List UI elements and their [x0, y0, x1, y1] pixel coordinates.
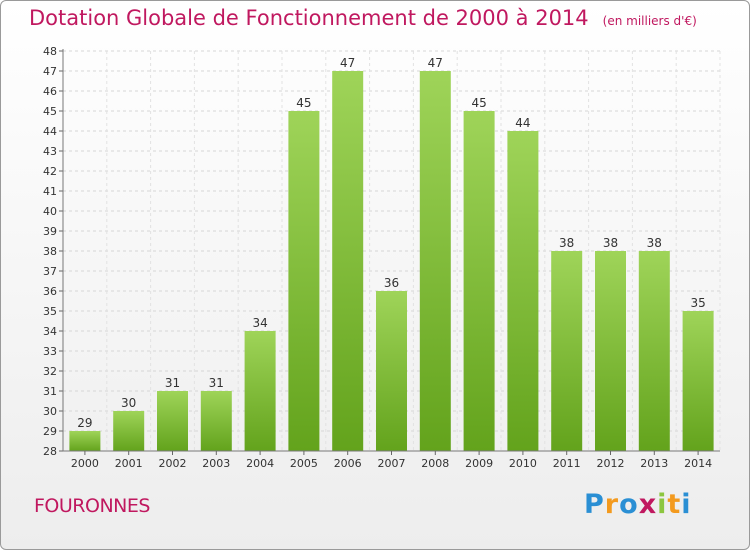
- data-label-2009: 45: [471, 96, 486, 110]
- bar-2014: [682, 311, 714, 451]
- data-label-2008: 47: [428, 56, 443, 70]
- data-label-2004: 34: [252, 316, 267, 330]
- bar-2005: [288, 111, 320, 451]
- y-tick-label: 44: [43, 125, 57, 138]
- x-tick-label-2014: 2014: [684, 457, 712, 470]
- chart-title-block: Dotation Globale de Fonctionnement de 20…: [29, 6, 697, 30]
- y-tick-label: 30: [43, 405, 57, 418]
- x-tick-label-2010: 2010: [509, 457, 537, 470]
- y-tick-label: 36: [43, 285, 57, 298]
- data-label-2014: 35: [690, 296, 705, 310]
- commune-name: FOURONNES: [34, 495, 150, 517]
- bar-2012: [595, 251, 626, 451]
- data-label-2005: 45: [296, 96, 311, 110]
- y-tick-label: 47: [43, 65, 57, 78]
- bar-2003: [200, 391, 232, 451]
- bar-2007: [376, 291, 407, 451]
- y-tick-label: 35: [43, 305, 57, 318]
- logo-letter: P: [584, 489, 605, 520]
- y-tick-label: 34: [43, 325, 57, 338]
- bar-2000: [69, 431, 101, 451]
- x-tick-label-2013: 2013: [640, 457, 668, 470]
- x-tick-label-2004: 2004: [246, 457, 274, 470]
- y-tick-label: 40: [43, 205, 57, 218]
- y-tick-label: 42: [43, 165, 57, 178]
- y-tick-label: 45: [43, 105, 57, 118]
- y-tick-label: 41: [43, 185, 57, 198]
- data-label-2011: 38: [559, 236, 574, 250]
- data-label-2012: 38: [603, 236, 618, 250]
- y-tick-label: 48: [43, 45, 57, 58]
- y-tick-label: 31: [43, 385, 57, 398]
- y-tick-label: 29: [43, 425, 57, 438]
- y-tick-label: 33: [43, 345, 57, 358]
- logo-letter: i: [681, 489, 692, 520]
- x-tick-label-2002: 2002: [159, 457, 187, 470]
- data-label-2013: 38: [647, 236, 662, 250]
- bar-2008: [419, 71, 451, 451]
- data-label-2000: 29: [77, 416, 92, 430]
- logo-letter: i: [657, 489, 668, 520]
- bar-2013: [638, 251, 670, 451]
- x-tick-label-2003: 2003: [202, 457, 230, 470]
- y-tick-label: 37: [43, 265, 57, 278]
- data-label-2007: 36: [384, 276, 399, 290]
- logo-letter: t: [667, 489, 682, 520]
- data-label-2003: 31: [209, 376, 224, 390]
- chart-title: Dotation Globale de Fonctionnement de 20…: [29, 6, 589, 30]
- bar-2006: [332, 71, 364, 451]
- bar-2004: [244, 331, 276, 451]
- y-tick-label: 38: [43, 245, 57, 258]
- bar-2010: [507, 131, 539, 451]
- y-tick-label: 43: [43, 145, 57, 158]
- data-label-2006: 47: [340, 56, 355, 70]
- data-label-2002: 31: [165, 376, 180, 390]
- y-tick-label: 46: [43, 85, 57, 98]
- y-tick-label: 28: [43, 445, 57, 458]
- bar-2002: [157, 391, 188, 451]
- y-tick-label: 39: [43, 225, 57, 238]
- x-tick-label-2001: 2001: [115, 457, 143, 470]
- axis-layer: 28 29 30 31 32 33 34 35 36 37 38 39 40 41 42 43 44 45 46 47…: [43, 45, 720, 470]
- x-tick-label-2011: 2011: [553, 457, 581, 470]
- bar-2009: [463, 111, 495, 451]
- bar-2001: [113, 411, 145, 451]
- x-tick-label-2012: 2012: [597, 457, 625, 470]
- x-tick-label-2006: 2006: [334, 457, 362, 470]
- proxiti-logo: Proxiti: [584, 489, 692, 520]
- y-tick-label: 32: [43, 365, 57, 378]
- chart-unit-note: (en milliers d'€): [602, 14, 697, 28]
- bar-2011: [551, 251, 583, 451]
- bar-layer: [69, 71, 714, 451]
- data-label-2010: 44: [515, 116, 530, 130]
- data-label-2001: 30: [121, 396, 136, 410]
- x-tick-label-2007: 2007: [378, 457, 406, 470]
- x-tick-label-2008: 2008: [421, 457, 449, 470]
- x-tick-label-2000: 2000: [71, 457, 99, 470]
- x-tick-label-2005: 2005: [290, 457, 318, 470]
- logo-letter: x: [638, 489, 658, 520]
- logo-letter: o: [619, 489, 639, 520]
- logo-letter: r: [604, 489, 620, 520]
- x-tick-label-2009: 2009: [465, 457, 493, 470]
